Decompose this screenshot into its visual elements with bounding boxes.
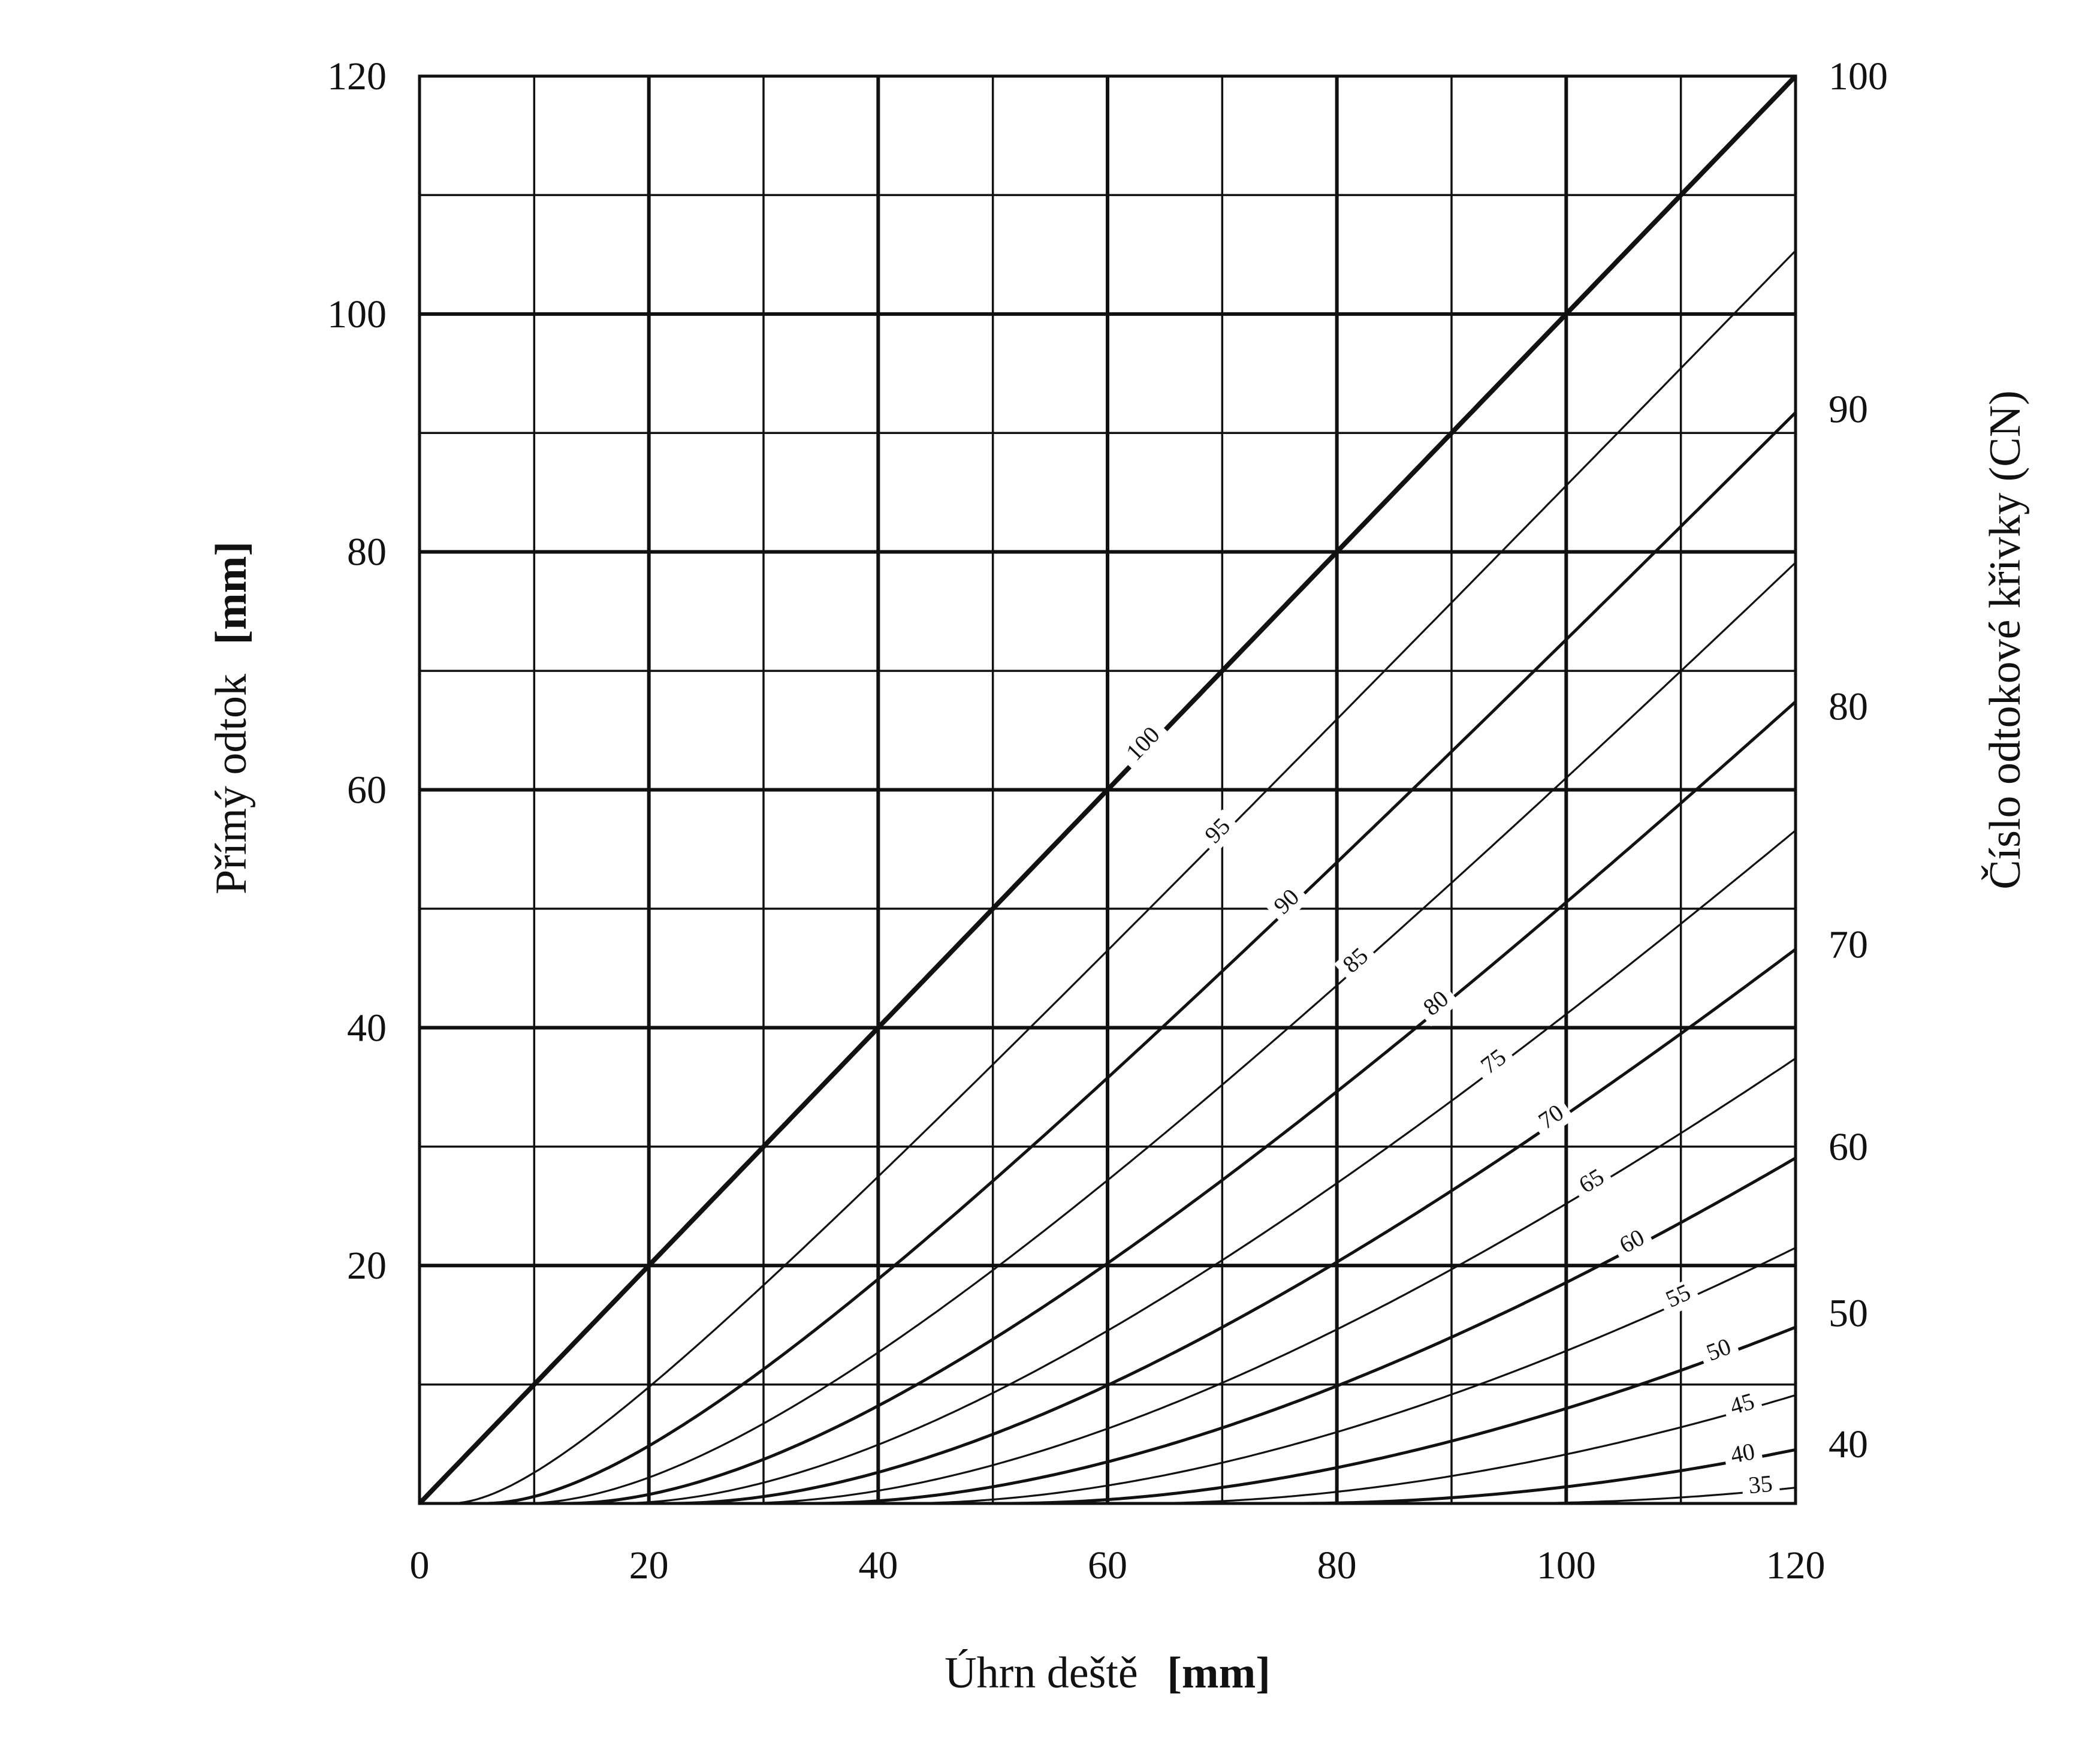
cn-curve-85 — [420, 562, 1797, 1505]
curve-label-group: 35 — [1740, 1470, 1781, 1502]
curve-label-group: 75 — [1471, 1041, 1517, 1085]
curve-label-bg — [1721, 1388, 1764, 1424]
cn-curve-80 — [420, 700, 1797, 1505]
y2-tick-label: 50 — [1829, 1292, 1868, 1336]
curve-label-bg — [1265, 880, 1311, 926]
curve-label-35: 35 — [1747, 1470, 1773, 1499]
curve-label-group: 40 — [1722, 1437, 1764, 1472]
cn-curve-100 — [418, 74, 1797, 1505]
y-tick-label: 100 — [327, 293, 387, 336]
y2-tick-label: 90 — [1829, 388, 1868, 432]
y-tick-label: 40 — [347, 1006, 387, 1050]
y-tick-label: 80 — [347, 531, 387, 574]
x-axis-title-text: Úhrn deště — [945, 1649, 1138, 1698]
x-tick-label: 40 — [858, 1544, 898, 1587]
y2-axis-title: Číslo odtokové křivky (CN) — [1981, 390, 2030, 889]
x-tick-label: 80 — [1317, 1544, 1357, 1587]
curve-label-group: 100 — [1117, 717, 1172, 773]
cn-curve-95 — [420, 250, 1797, 1505]
curve-label-bg — [1196, 809, 1242, 855]
curve-label-bg — [1471, 1041, 1517, 1085]
x-tick-label: 0 — [410, 1544, 430, 1587]
curve-label-bg — [1697, 1332, 1742, 1370]
curve-label-group: 85 — [1333, 939, 1380, 984]
curve-label-group: 95 — [1196, 809, 1242, 855]
x-axis-title: Úhrn deště [mm] — [945, 1649, 1271, 1698]
curve-label-group: 90 — [1265, 880, 1311, 926]
y2-tick-label: 80 — [1829, 685, 1868, 729]
curve-label-group: 45 — [1721, 1387, 1764, 1424]
curve-label-bg — [1740, 1471, 1781, 1502]
curve-label-bg — [1610, 1222, 1656, 1264]
curve-label-bg — [1657, 1277, 1701, 1318]
y2-tick-label: 100 — [1829, 55, 1888, 98]
curve-label-bg — [1722, 1438, 1764, 1472]
y2-tick-label: 40 — [1829, 1423, 1868, 1466]
curve-label-bg — [1333, 939, 1380, 984]
curve-label-group: 65 — [1570, 1161, 1615, 1204]
y-tick-label: 20 — [347, 1244, 387, 1288]
curve-label-40: 40 — [1728, 1437, 1757, 1469]
x-axis-title-unit: [mm] — [1167, 1649, 1271, 1698]
y2-tick-label: 70 — [1829, 923, 1868, 966]
curve-label-bg — [1414, 982, 1460, 1027]
cn-curve-90 — [420, 411, 1797, 1505]
curve-label-group: 50 — [1697, 1332, 1742, 1370]
x-tick-label: 100 — [1537, 1544, 1596, 1587]
y-tick-label: 60 — [347, 769, 387, 812]
tick-labels: 0 20 40 60 80 100 120 20 40 60 80 100 120 100 90 80 70 60… — [327, 55, 1888, 1587]
x-tick-label: 20 — [629, 1544, 669, 1587]
y-axis-title: Přímý odtok [mm] — [207, 541, 256, 894]
curve-label-bg — [1570, 1161, 1615, 1204]
y2-tick-label: 60 — [1829, 1125, 1868, 1169]
y-axis-title-text: Přímý odtok — [207, 674, 256, 894]
x-tick-label: 60 — [1088, 1544, 1127, 1587]
y-axis-title-unit: [mm] — [207, 541, 256, 645]
curve-label-bg — [1117, 717, 1172, 773]
y-tick-label: 120 — [327, 55, 387, 98]
x-tick-label: 120 — [1766, 1544, 1826, 1587]
curve-label-bg — [1529, 1096, 1575, 1140]
curve-label-group: 80 — [1414, 982, 1460, 1027]
plot-frame — [418, 74, 1797, 1505]
